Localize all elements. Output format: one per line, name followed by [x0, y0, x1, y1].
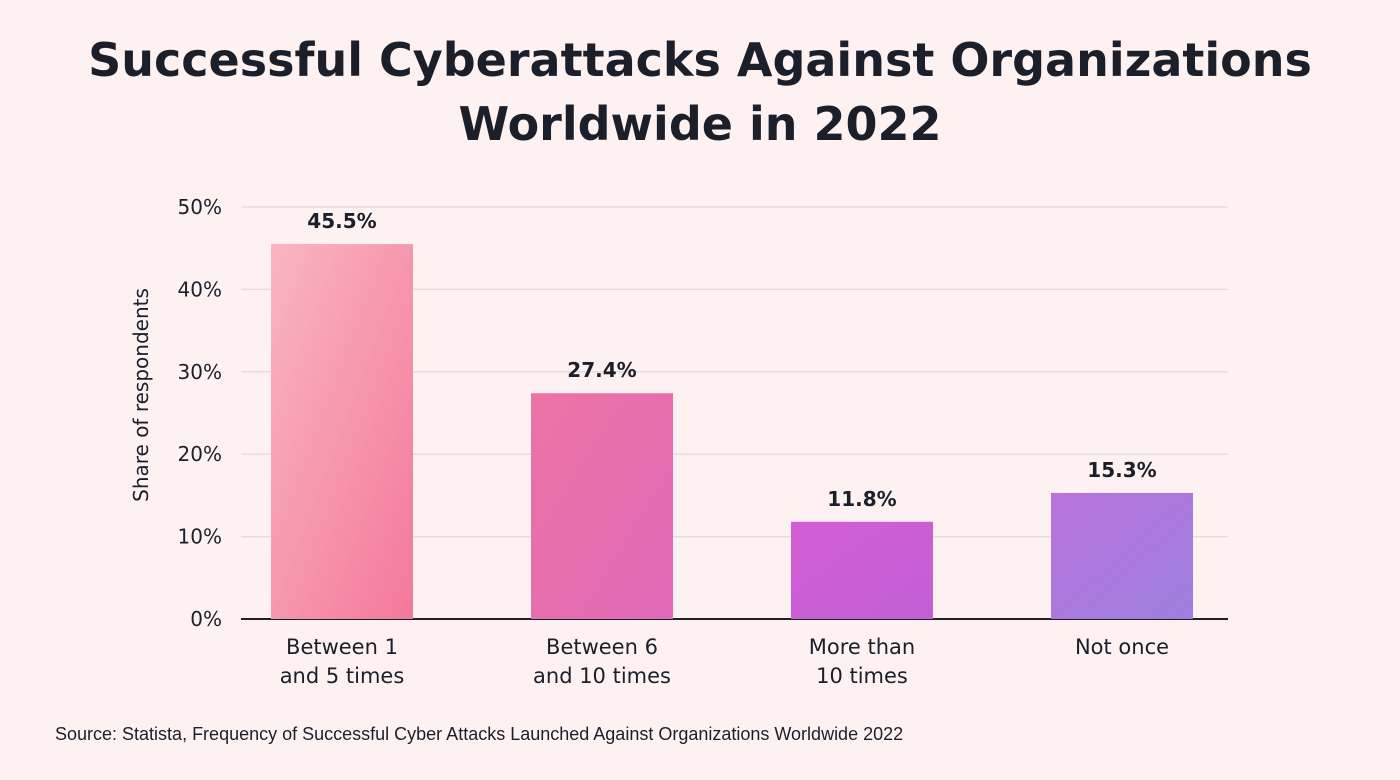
source-note: Source: Statista, Frequency of Successfu… [55, 724, 904, 744]
bar-3 [791, 521, 933, 619]
category-label-1-line-2: and 5 times [280, 664, 405, 688]
bar-1 [271, 244, 413, 619]
y-tick-label-20: 20% [178, 442, 222, 466]
value-label-4: 15.3% [1087, 458, 1156, 482]
y-tick-label-0: 0% [190, 607, 222, 631]
category-label-3-line-2: 10 times [816, 664, 908, 688]
category-label-3-line-1: More than [809, 635, 915, 659]
bar-4 [1051, 492, 1193, 619]
bars [271, 244, 1193, 619]
chart-title: Successful Cyberattacks Against Organiza… [0, 28, 1400, 156]
chart-title-line-1: Successful Cyberattacks Against Organiza… [88, 33, 1312, 87]
category-label-2-line-2: and 10 times [533, 664, 671, 688]
bar-2 [531, 393, 673, 619]
category-label-4-line-1: Not once [1075, 635, 1169, 659]
y-tick-label-10: 10% [178, 525, 222, 549]
chart-title-line-2: Worldwide in 2022 [458, 97, 942, 151]
category-label-1-line-1: Between 1 [286, 635, 398, 659]
value-label-1: 45.5% [307, 209, 376, 233]
y-tick-label-30: 30% [178, 360, 222, 384]
category-label-2-line-1: Between 6 [546, 635, 658, 659]
y-tick-label-40: 40% [178, 277, 222, 301]
y-tick-label-50: 50% [178, 195, 222, 219]
value-label-2: 27.4% [567, 358, 636, 382]
y-axis-title: Share of respondents [129, 288, 153, 502]
labels: 0% 10% 20% 30% 40% 50% Share of respondents 45.… [129, 195, 1169, 688]
value-label-3: 11.8% [827, 487, 896, 511]
